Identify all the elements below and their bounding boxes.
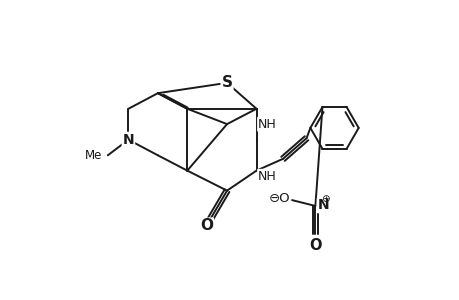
- Text: ⊖O: ⊖O: [268, 192, 290, 205]
- Text: S: S: [221, 75, 232, 90]
- Text: N: N: [317, 198, 329, 212]
- Text: NH: NH: [257, 170, 276, 183]
- Text: N: N: [123, 133, 134, 147]
- Text: O: O: [200, 218, 213, 233]
- Text: O: O: [308, 238, 321, 253]
- Text: NH: NH: [257, 118, 276, 131]
- Text: ⊕: ⊕: [320, 194, 329, 205]
- Text: Me: Me: [85, 149, 102, 162]
